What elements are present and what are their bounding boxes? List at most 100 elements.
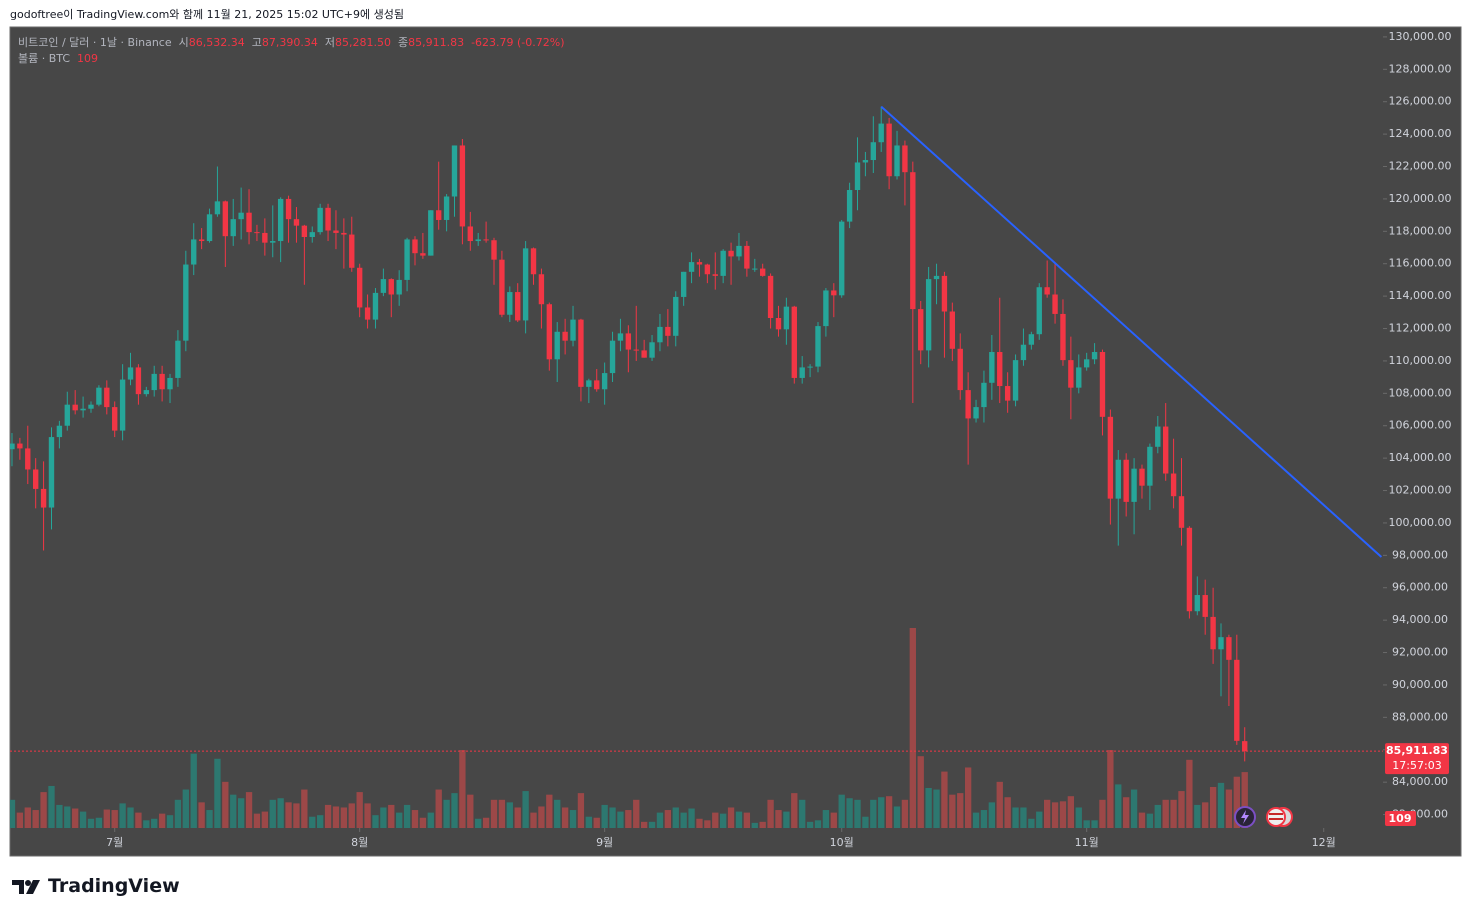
volume-bar [332,806,340,828]
volume-bar [1217,782,1225,828]
volume-bar [143,820,150,828]
volume-bar [364,803,371,828]
price-badge-label: 85,911.83 [1386,744,1448,757]
candle-body [40,488,47,508]
candle-body [949,311,956,349]
candle-body [48,437,55,508]
volume-bar [245,792,253,828]
candle-body [657,326,663,343]
candle-body [1163,426,1169,474]
volume-bar [625,810,632,828]
caption: godoftree이 TradingView.com와 함께 11월 21, 2… [10,8,404,21]
candle-body [807,366,813,368]
volume-bar [1059,801,1067,828]
volume-bar [127,807,134,828]
volume-bar [941,771,948,828]
candle-body [119,379,126,431]
volume-bar [656,812,664,828]
volume-bar [40,792,47,828]
candle-body [459,145,466,227]
candle-body [88,404,94,409]
candle-body [1091,352,1098,360]
candle-body [17,443,23,449]
candle-body [910,172,916,310]
candle-body [1131,468,1137,502]
candle-body [1115,459,1121,499]
volume-bar [506,802,513,828]
volume-bar [838,794,845,828]
candle-body [1147,446,1153,486]
volume-bar [95,817,103,828]
candle-body [1139,468,1145,486]
volume-bar [1115,784,1122,828]
candle-body [1099,352,1106,417]
volume-bar [103,809,110,828]
y-tick-label: 102,000.00 [1389,484,1452,497]
volume-bar [459,750,466,828]
y-tick-label: 128,000.00 [1389,62,1452,75]
candle-body [1004,386,1011,401]
volume-bar [1194,804,1201,828]
y-tick-label: 100,000.00 [1389,516,1452,529]
candle-body [475,239,481,242]
candle-body [372,292,379,320]
candle-body [665,326,671,336]
candle-body [1036,287,1042,335]
volume-bar [1067,796,1075,828]
candle-body [104,387,110,408]
volume-bar [601,804,608,828]
candle-body [886,123,892,177]
volume-bar [309,816,316,828]
candle-body [1123,459,1129,502]
candle-body [1044,287,1050,295]
candle-body [846,190,853,222]
candle-body [1194,595,1200,612]
candle-body [522,248,529,321]
volume-bar [720,813,727,828]
volume-bar [16,812,24,828]
volume-bar [980,810,988,828]
volume-bar [727,807,735,828]
icon[interactable] [1266,807,1286,827]
candle-body [878,123,884,143]
volume-bar [806,821,814,828]
volume-bar [530,812,537,828]
volume-bar [885,796,893,828]
candle-body [546,304,553,360]
candle-body [997,352,1003,387]
volume-bar [862,816,869,828]
volume-bar [411,810,419,828]
y-tick-label: 96,000.00 [1392,581,1448,594]
volume-bar [1099,799,1106,828]
volume-bar [467,794,474,828]
candle-body [1060,313,1066,361]
candle-body [436,210,442,220]
candle-body [1028,334,1035,345]
volume-bar [119,803,126,828]
countdown: 17:57:03 [1392,759,1441,772]
volume-bar [569,810,577,828]
volume-bar [1162,799,1169,828]
y-tick-label: 126,000.00 [1389,95,1452,108]
candle-body [918,309,924,351]
candle-body [673,296,679,336]
candle-body [839,221,845,296]
candle-body [1020,344,1027,361]
candle-body [507,292,513,315]
volume-bar [925,788,932,828]
candle-body [388,279,394,295]
candle-body [981,382,987,408]
candle-body [601,373,608,390]
volume-bar [561,807,569,828]
volume-bar [783,811,790,828]
volume-bar [482,817,490,828]
event-icons[interactable] [1234,806,1293,828]
candle-body [499,259,505,315]
candle-body [175,340,181,378]
volume-bar [348,803,355,828]
volume-badge-label: 109 [1389,812,1412,825]
candle-body [491,240,497,260]
candle-body [965,390,971,419]
y-tick-label: 116,000.00 [1389,257,1452,270]
